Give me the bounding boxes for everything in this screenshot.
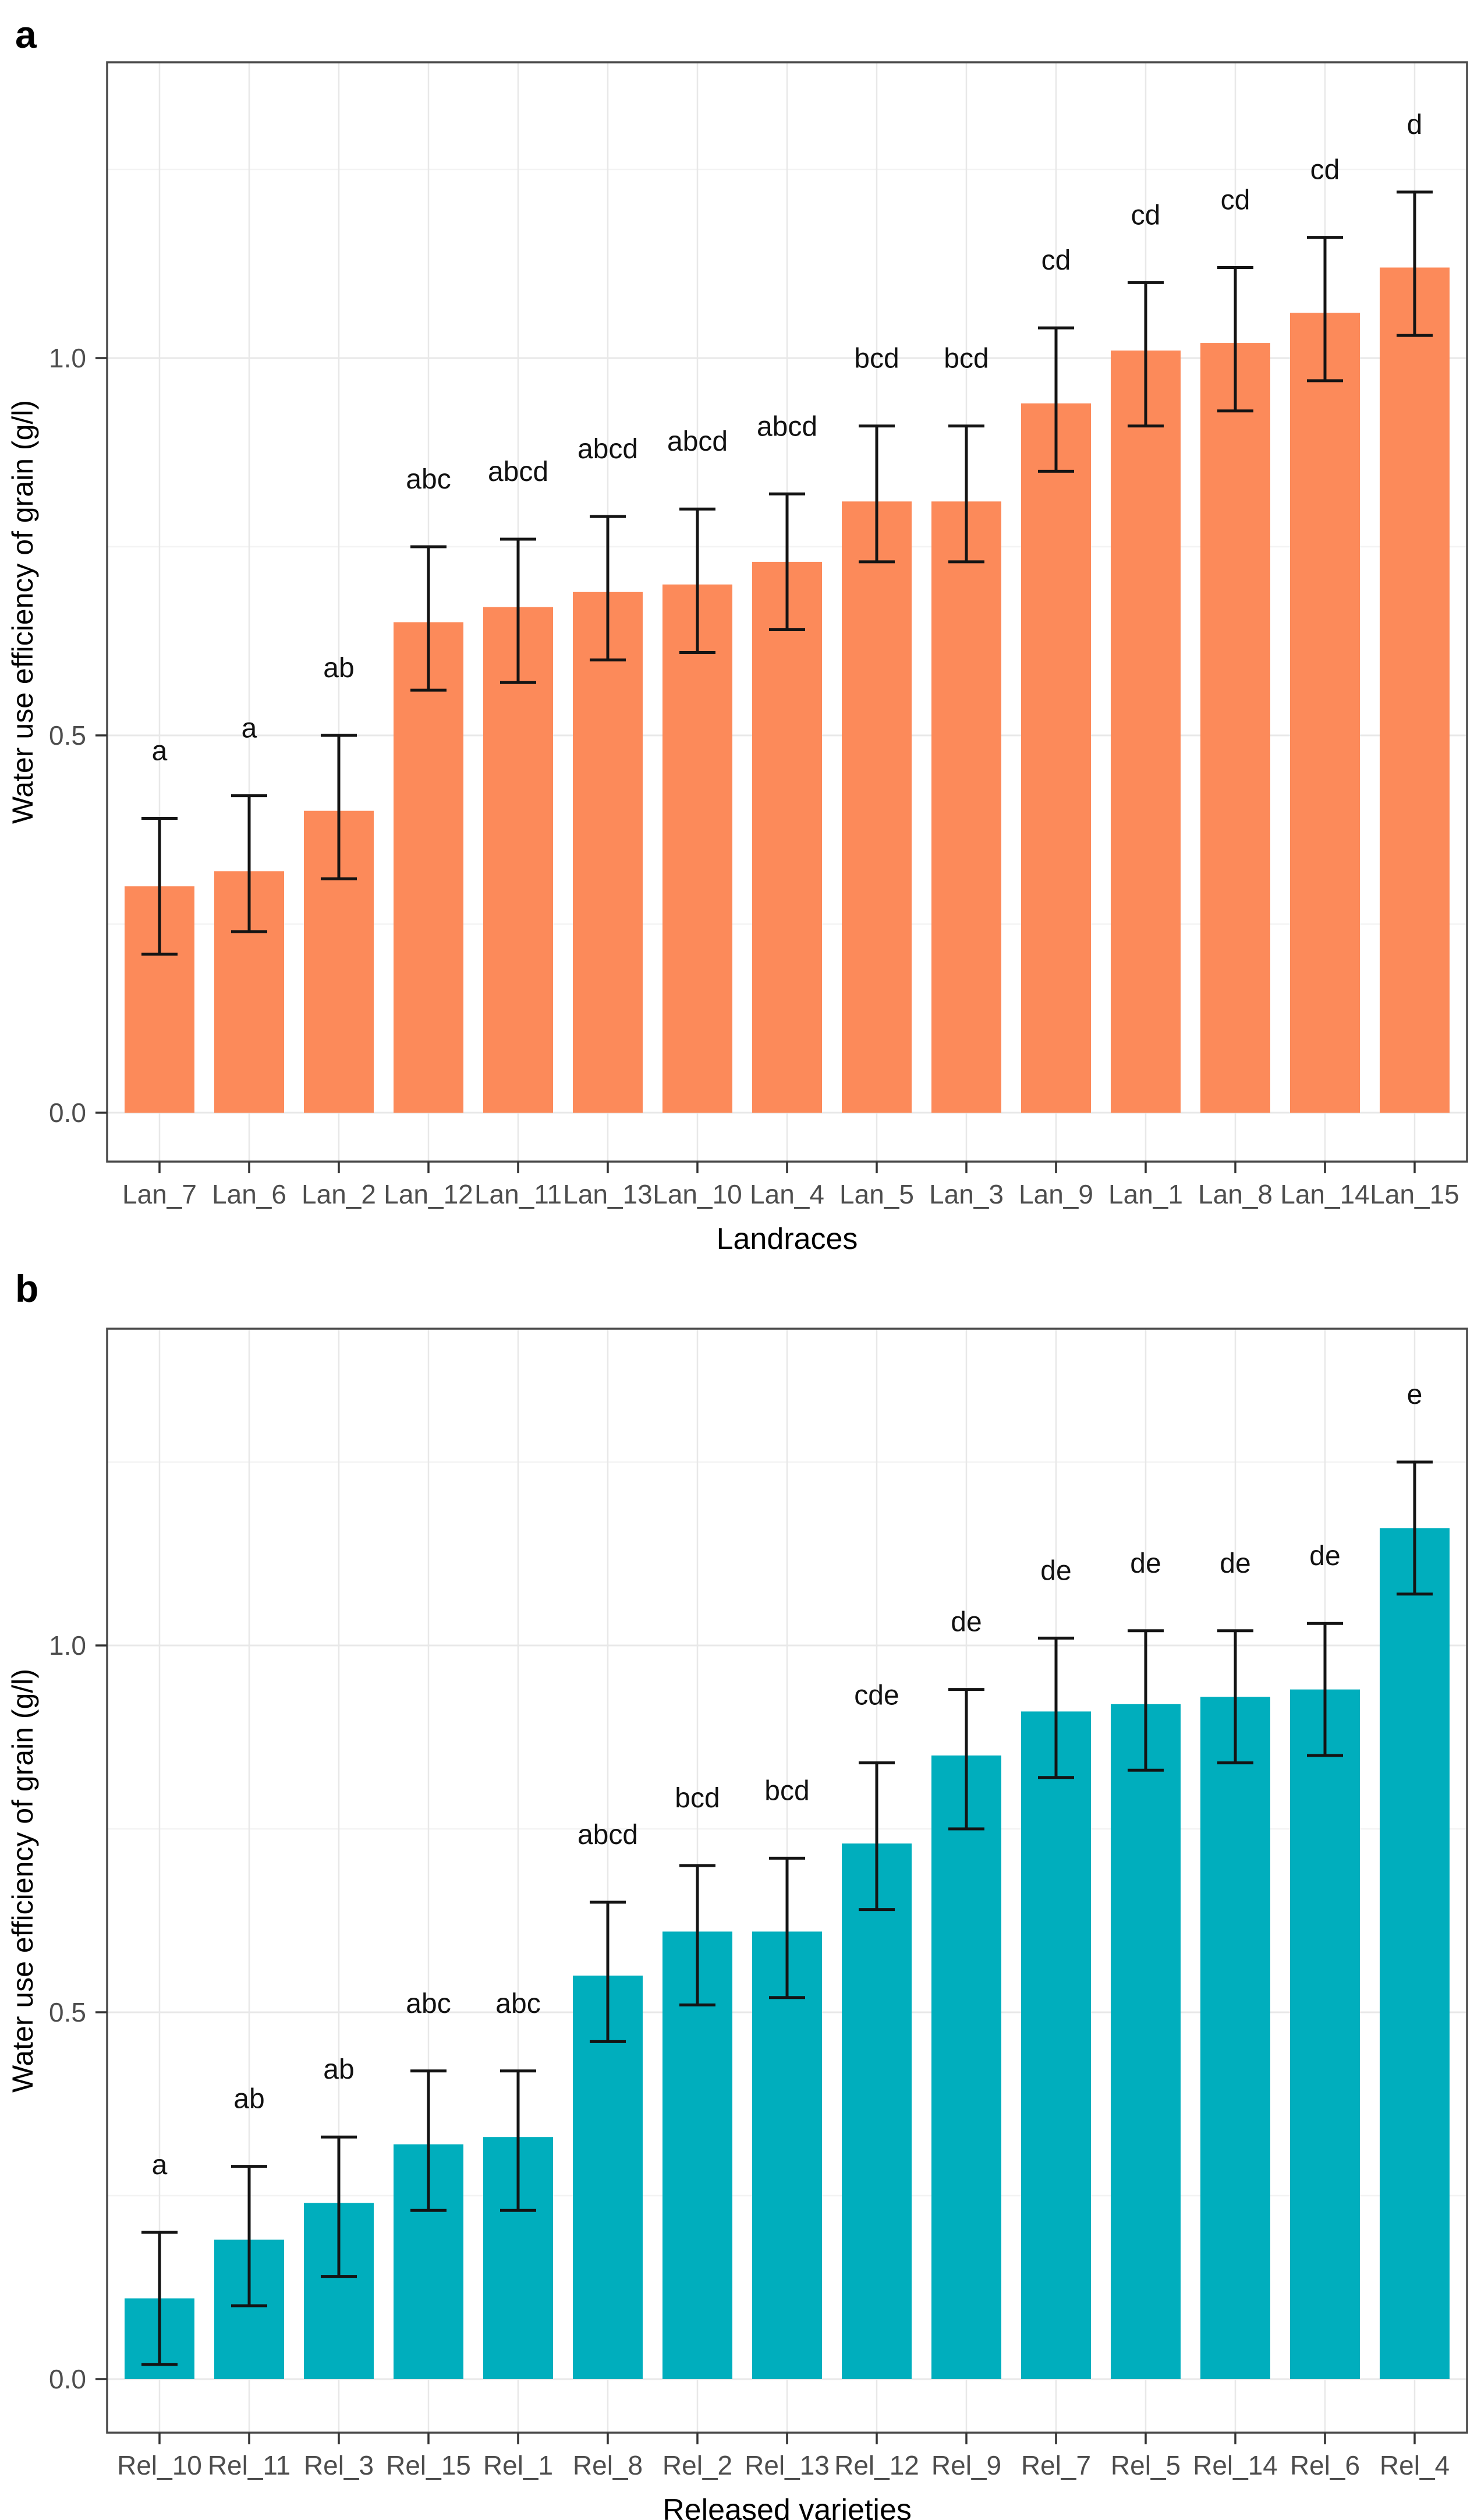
sig-letter: de (1040, 1555, 1071, 1586)
x-tick-label: Rel_11 (208, 2450, 290, 2480)
sig-letter: abc (495, 1988, 540, 2019)
x-tick-label: Lan_13 (563, 1179, 653, 1209)
bar (752, 561, 822, 1113)
y-tick-label: 0.0 (49, 2364, 86, 2394)
sig-letter: de (1130, 1548, 1161, 1579)
bar (1200, 1697, 1270, 2379)
sig-letter: bcd (675, 1783, 720, 1814)
sig-letter: bcd (944, 344, 988, 374)
x-tick-label: Lan_4 (750, 1179, 824, 1209)
bar (483, 607, 553, 1113)
x-tick-label: Lan_5 (839, 1179, 914, 1209)
sig-letter: de (1220, 1548, 1250, 1579)
bar (1021, 1711, 1091, 2379)
x-tick-label: Lan_3 (929, 1179, 1004, 1209)
sig-letter: de (1309, 1541, 1340, 1572)
bar (1290, 1689, 1360, 2379)
x-tick-label: Lan_9 (1019, 1179, 1093, 1209)
panel-a-chart: a a ab abc abcd abcd abcd abcd bcd bcd cd cd cd cd d 0.… (6, 61, 1468, 1256)
bar (573, 592, 643, 1113)
sig-letter: bcd (854, 344, 899, 374)
bar (1111, 351, 1181, 1113)
x-tick-label: Rel_6 (1290, 2450, 1360, 2480)
x-tick-label: Rel_10 (117, 2450, 202, 2480)
bar (1200, 343, 1270, 1113)
x-axis-title: Released varieties (662, 2493, 912, 2520)
sig-letter: bcd (764, 1775, 809, 1806)
sig-letter: abcd (577, 1820, 638, 1850)
x-tick-label: Rel_9 (931, 2450, 1001, 2480)
bar (1380, 1528, 1450, 2379)
bar (1111, 1704, 1181, 2379)
sig-letter: abc (406, 464, 451, 495)
panel-b-chart: a ab ab abc abc abcd bcd bcd cde de de de de de e 0.0 0.… (6, 1328, 1468, 2520)
sig-letter: abcd (757, 411, 817, 442)
x-tick-label: Rel_15 (386, 2450, 471, 2480)
bar (931, 501, 1001, 1113)
sig-letter: ab (233, 2084, 264, 2115)
x-tick-label: Rel_13 (745, 2450, 830, 2480)
bar (842, 501, 912, 1113)
sig-letter: a (152, 2150, 168, 2181)
x-tick-label: Lan_8 (1198, 1179, 1273, 1209)
sig-letter: cd (1041, 245, 1071, 276)
bar (1380, 267, 1450, 1113)
sig-letter: cd (1310, 155, 1340, 186)
sig-letter: cd (1221, 185, 1250, 215)
x-axis-title: Landraces (717, 1222, 858, 1256)
x-tick-label: Rel_8 (573, 2450, 643, 2480)
sig-letter: ab (323, 2054, 354, 2085)
x-tick-label: Lan_1 (1108, 1179, 1183, 1209)
sig-letter: cd (1131, 200, 1161, 231)
bar (842, 1843, 912, 2379)
x-tick-label: Lan_12 (384, 1179, 473, 1209)
bar (931, 1755, 1001, 2379)
x-tick-label: Lan_15 (1370, 1179, 1459, 1209)
x-tick-label: Rel_7 (1021, 2450, 1091, 2480)
sig-letter: d (1407, 109, 1423, 140)
x-tick-label: Lan_11 (474, 1179, 562, 1209)
x-tick-label: Lan_14 (1280, 1179, 1370, 1209)
y-tick-label: 0.0 (49, 1098, 86, 1128)
sig-letter: cde (854, 1680, 899, 1711)
bar (752, 1931, 822, 2379)
panel-b-label: b (15, 1267, 39, 1310)
x-tick-label: Rel_4 (1380, 2450, 1450, 2480)
sig-letter: de (951, 1607, 982, 1638)
x-tick-label: Rel_12 (834, 2450, 919, 2480)
sig-letter: abc (406, 1988, 451, 2019)
y-axis-title: Water use efficiency of grain (g/l) (6, 400, 39, 824)
x-tick-label: Lan_6 (212, 1179, 286, 1209)
y-tick-label: 0.5 (49, 720, 86, 751)
sig-letter: abcd (577, 434, 638, 465)
sig-letter: e (1407, 1379, 1423, 1410)
y-tick-label: 1.0 (49, 1630, 86, 1661)
y-tick-label: 1.0 (49, 343, 86, 373)
sig-letter: abcd (667, 426, 728, 457)
x-tick-label: Lan_7 (122, 1179, 197, 1209)
x-tick-label: Rel_2 (662, 2450, 732, 2480)
x-tick-label: Lan_2 (302, 1179, 376, 1209)
bar (394, 622, 463, 1113)
panel-a-label: a (15, 13, 37, 56)
sig-letter: a (242, 713, 257, 744)
x-tick-label: Rel_14 (1193, 2450, 1278, 2480)
sig-letter: abcd (488, 456, 548, 487)
x-tick-label: Lan_10 (653, 1179, 742, 1209)
y-axis-title: Water use efficiency of grain (g/l) (6, 1669, 39, 2093)
x-tick-label: Rel_5 (1111, 2450, 1181, 2480)
bar (1290, 313, 1360, 1113)
sig-letter: a (152, 736, 168, 767)
bar (1021, 403, 1091, 1113)
x-tick-label: Rel_1 (483, 2450, 553, 2480)
x-tick-label: Rel_3 (304, 2450, 374, 2480)
bar (662, 584, 732, 1113)
sig-letter: ab (323, 653, 354, 684)
y-tick-label: 0.5 (49, 1997, 86, 2027)
